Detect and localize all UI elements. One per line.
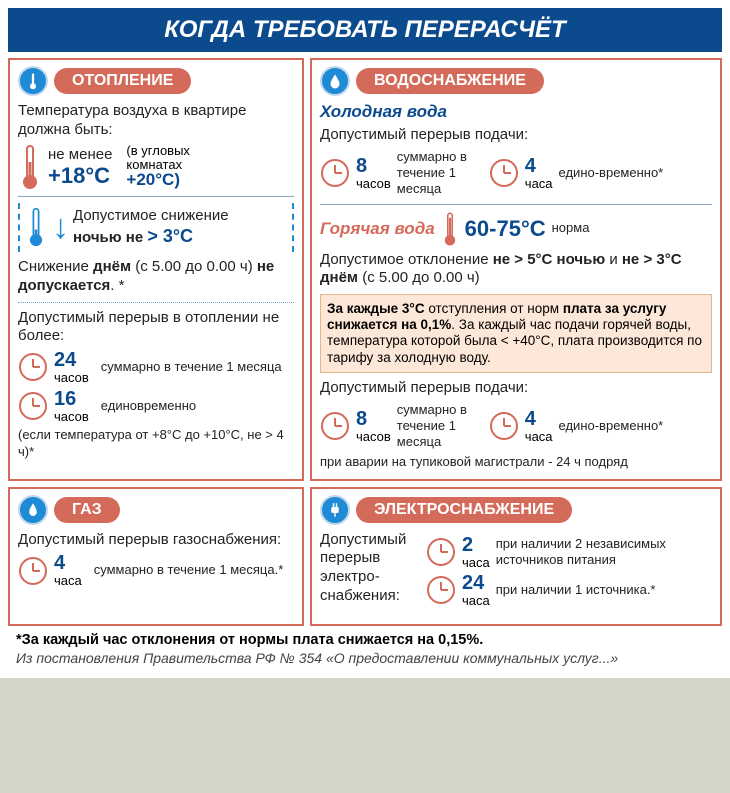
h16-num: 16: [54, 389, 89, 410]
clock-icon: [18, 352, 48, 382]
card-grid: ОТОПЛЕНИЕ Температура воздуха в квартире…: [8, 58, 722, 626]
corner-temp: +20°С): [126, 171, 190, 189]
thermometer-red-icon: [18, 144, 42, 190]
gas-header-label: ГАЗ: [54, 497, 120, 523]
c4-note: едино-временно*: [559, 165, 664, 181]
g4-note: суммарно в течение 1 месяца.*: [94, 562, 284, 578]
card-heating: ОТОПЛЕНИЕ Температура воздуха в квартире…: [8, 58, 304, 481]
card-header-electro: ЭЛЕКТРОСНАБЖЕНИЕ: [320, 495, 712, 525]
heating-condition: (если температура от +8°С до +10°С, не >…: [18, 427, 294, 460]
hot-water-title: Горячая вода: [320, 219, 435, 239]
card-water: ВОДОСНАБЖЕНИЕ Холодная вода Допустимый п…: [310, 58, 722, 481]
footer-note-1: *За каждый час отклонения от нормы плата…: [16, 632, 714, 648]
h8-note: суммарно в течение 1 месяца: [397, 402, 483, 451]
night-drop-2-pre: ночью не: [73, 229, 147, 246]
g4-num: 4: [54, 553, 82, 574]
thermometer-blue-icon: [24, 207, 48, 247]
h24-num: 24: [54, 350, 89, 371]
cold-water-title: Холодная вода: [320, 102, 712, 122]
hot-range: 60-75°С: [465, 218, 546, 240]
h16-note: единовременно: [101, 398, 196, 414]
night-drop-1: Допустимое снижение: [73, 207, 229, 224]
hot-deviation: Допустимое отклонение не > 5°С ночью и н…: [320, 251, 712, 289]
card-electro: ЭЛЕКТРОСНАБЖЕНИЕ Допустимый перерыв элек…: [310, 487, 722, 626]
c8-num: 8: [356, 156, 391, 177]
h24-unit: часов: [54, 371, 89, 385]
h8-num: 8: [356, 409, 391, 430]
flame-icon: [18, 495, 48, 525]
separator: [18, 196, 294, 197]
cold-break-intro: Допустимый перерыв подачи:: [320, 126, 712, 145]
c4-num: 4: [525, 156, 553, 177]
e2-num: 2: [462, 535, 490, 556]
clock-icon: [18, 391, 48, 421]
hot-water-row: Горячая вода 60-75°С норма: [320, 211, 712, 247]
heating-break-intro: Допустимый перерыв в отоплении не более:: [18, 309, 294, 347]
heating-min-row: не менее +18°С (в угловых комнатах +20°С…: [18, 144, 294, 190]
heating-16h-row: 16часов единовременно: [18, 389, 294, 424]
h4-unit: часа: [525, 430, 553, 444]
h24-note: суммарно в течение 1 месяца: [101, 359, 282, 375]
h16-unit: часов: [54, 410, 89, 424]
corner-note-2: комнатах: [126, 158, 190, 172]
footer-note-2: Из постановления Правительства РФ № 354 …: [16, 650, 714, 666]
night-drop-val: > 3°С: [147, 226, 193, 246]
separator-dotted: [18, 302, 294, 303]
heating-header-label: ОТОПЛЕНИЕ: [54, 68, 191, 94]
c4-unit: часа: [525, 177, 553, 191]
h8-unit: часов: [356, 430, 391, 444]
page-title: КОГДА ТРЕБОВАТЬ ПЕРЕРАСЧЁТ: [8, 8, 722, 52]
card-header-heating: ОТОПЛЕНИЕ: [18, 66, 294, 96]
night-drop-box: ↓ Допустимое снижение ночью не > 3°С: [18, 203, 294, 253]
gas-4h-row: 4часа суммарно в течение 1 месяца.*: [18, 553, 294, 588]
thermometer-red-icon: [441, 211, 459, 247]
electro-intro: Допустимый перерыв электро-снабжения:: [320, 531, 420, 606]
e2-note: при наличии 2 независимых источников пит…: [496, 536, 712, 569]
electro-body: Допустимый перерыв электро-снабжения: 2ч…: [320, 531, 712, 612]
plug-icon: [320, 495, 350, 525]
min-temp-value: +18°С: [48, 165, 112, 187]
card-gas: ГАЗ Допустимый перерыв газоснабжения: 4ч…: [8, 487, 304, 626]
heating-intro: Температура воздуха в квартире должна бы…: [18, 102, 294, 140]
electro-2h-row: 2часа при наличии 2 независимых источник…: [426, 535, 712, 570]
day-restriction: Снижение днём (с 5.00 до 0.00 ч) не допу…: [18, 258, 294, 296]
hot-break-intro: Допустимый перерыв подачи:: [320, 379, 712, 398]
e24-unit: часа: [462, 594, 490, 608]
clock-icon: [320, 411, 350, 441]
h4-note: едино-временно*: [559, 418, 664, 434]
clock-icon: [320, 158, 350, 188]
electro-24h-row: 24часа при наличии 1 источника.*: [426, 573, 712, 608]
clock-icon: [426, 575, 456, 605]
e2-unit: часа: [462, 556, 490, 570]
card-header-water: ВОДОСНАБЖЕНИЕ: [320, 66, 712, 96]
corner-note-1: (в угловых: [126, 144, 190, 158]
clock-icon: [426, 537, 456, 567]
gas-intro: Допустимый перерыв газоснабжения:: [18, 531, 294, 550]
g4-unit: часа: [54, 574, 82, 588]
e24-note: при наличии 1 источника.*: [496, 582, 656, 598]
water-header-label: ВОДОСНАБЖЕНИЕ: [356, 68, 544, 94]
card-header-gas: ГАЗ: [18, 495, 294, 525]
heating-24h-row: 24часов суммарно в течение 1 месяца: [18, 350, 294, 385]
electro-header-label: ЭЛЕКТРОСНАБЖЕНИЕ: [356, 497, 572, 523]
infographic-page: КОГДА ТРЕБОВАТЬ ПЕРЕРАСЧЁТ ОТОПЛЕНИЕ Тем…: [0, 0, 730, 678]
accident-note: при аварии на тупиковой магистрали - 24 …: [320, 454, 712, 470]
cold-break-row: 8часов суммарно в течение 1 месяца 4часа…: [320, 149, 712, 198]
c8-unit: часов: [356, 177, 391, 191]
e24-num: 24: [462, 573, 490, 594]
clock-icon: [489, 411, 519, 441]
thermometer-icon: [18, 66, 48, 96]
clock-icon: [489, 158, 519, 188]
clock-icon: [18, 556, 48, 586]
separator: [320, 204, 712, 205]
hot-break-row: 8часов суммарно в течение 1 месяца 4часа…: [320, 402, 712, 451]
hot-water-callout: За каждые 3°С отступления от норм плата …: [320, 294, 712, 373]
down-arrow-icon: ↓: [52, 210, 69, 244]
c8-note: суммарно в течение 1 месяца: [397, 149, 483, 198]
droplet-icon: [320, 66, 350, 96]
footer: *За каждый час отклонения от нормы плата…: [8, 626, 722, 670]
h4-num: 4: [525, 409, 553, 430]
hot-norm: норма: [552, 220, 590, 236]
